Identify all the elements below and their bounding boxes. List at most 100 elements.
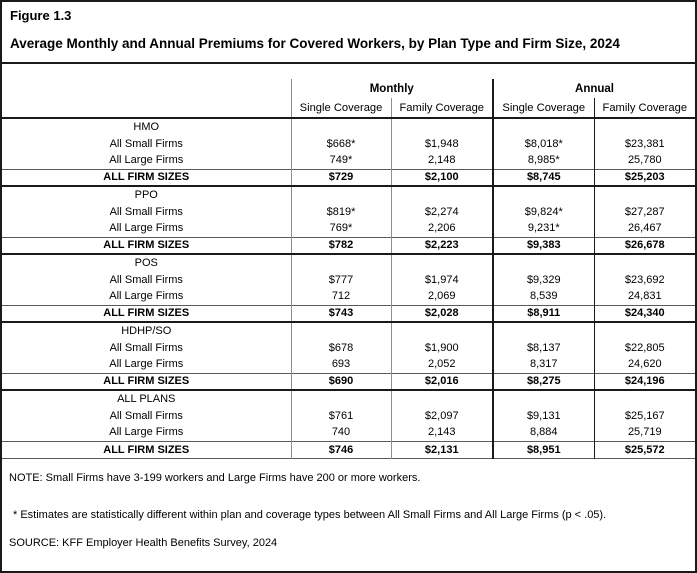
row-label: ALL FIRM SIZES bbox=[103, 307, 190, 320]
firm-size-row: All Large Firms 712 2,069 8,539 24,831 bbox=[2, 288, 695, 305]
premium-value: $8,275 bbox=[492, 373, 595, 390]
premium-value: $782 bbox=[290, 237, 391, 254]
notes-area: NOTE: Small Firms have 3-199 workers and… bbox=[2, 459, 695, 549]
firm-size-row: All Small Firms $668* $1,948 $8,018* $23,381 bbox=[2, 135, 695, 152]
empty-cell bbox=[390, 390, 494, 407]
row-label: All Large Firms bbox=[109, 358, 184, 371]
premium-value: $761 bbox=[290, 407, 391, 424]
premium-value: $1,900 bbox=[390, 339, 494, 356]
row-label: All Large Firms bbox=[109, 290, 184, 303]
row-label: All Large Firms bbox=[109, 154, 184, 167]
premium-value: $729 bbox=[290, 169, 391, 186]
column-group-annual: Annual bbox=[492, 79, 695, 98]
column-header-monthly-single: Single Coverage bbox=[290, 98, 391, 118]
row-label: All Small Firms bbox=[109, 341, 183, 354]
row-label: ALL FIRM SIZES bbox=[103, 375, 190, 388]
premium-value: $8,951 bbox=[492, 441, 595, 458]
empty-cell bbox=[492, 390, 595, 407]
premium-value: $777 bbox=[290, 271, 391, 288]
premium-value: $23,381 bbox=[593, 135, 695, 152]
plan-section-all-plans: ALL PLANS All Small Firms $761 $2,097 $9,131… bbox=[2, 390, 695, 458]
firm-size-row: All Large Firms 693 2,052 8,317 24,620 bbox=[2, 356, 695, 373]
premium-value: 2,069 bbox=[390, 288, 494, 305]
premium-value: 749* bbox=[290, 152, 391, 169]
row-label: All Large Firms bbox=[109, 426, 184, 439]
premium-value: $24,340 bbox=[593, 305, 695, 322]
empty-cell bbox=[593, 322, 695, 339]
premium-value: 8,884 bbox=[492, 424, 595, 441]
plan-type-label: PPO bbox=[134, 189, 158, 201]
plan-type-row: HDHP/SO bbox=[2, 322, 695, 339]
empty-cell bbox=[593, 390, 695, 407]
figure-number: Figure 1.3 bbox=[10, 8, 72, 23]
empty-cell bbox=[492, 322, 595, 339]
firm-size-row: All Large Firms 740 2,143 8,884 25,719 bbox=[2, 424, 695, 441]
column-group-monthly: Monthly bbox=[290, 79, 494, 98]
premium-value: 24,831 bbox=[593, 288, 695, 305]
premium-value: $668* bbox=[290, 135, 391, 152]
premium-value: 26,467 bbox=[593, 220, 695, 237]
premium-value: 9,231* bbox=[492, 220, 595, 237]
premium-value: $9,329 bbox=[492, 271, 595, 288]
premium-value: $743 bbox=[290, 305, 391, 322]
empty-corner-cell bbox=[2, 98, 291, 118]
premium-value: 740 bbox=[290, 424, 391, 441]
firm-size-row: All Small Firms $678 $1,900 $8,137 $22,805 bbox=[2, 339, 695, 356]
premium-value: 8,317 bbox=[492, 356, 595, 373]
row-label: All Large Firms bbox=[109, 222, 184, 235]
all-firm-sizes-row: ALL FIRM SIZES $690 $2,016 $8,275 $24,196 bbox=[2, 373, 695, 390]
premium-value: $9,824* bbox=[492, 203, 595, 220]
estimates-note: * Estimates are statistically different … bbox=[13, 508, 607, 521]
plan-section-pos: POS All Small Firms $777 $1,974 $9,329 $23,69… bbox=[2, 254, 695, 322]
premium-value: 24,620 bbox=[593, 356, 695, 373]
premium-value: 2,143 bbox=[390, 424, 494, 441]
premium-value: $24,196 bbox=[593, 373, 695, 390]
empty-cell bbox=[492, 118, 595, 135]
firm-size-row: All Small Firms $761 $2,097 $9,131 $25,167 bbox=[2, 407, 695, 424]
premium-value: $9,131 bbox=[492, 407, 595, 424]
premium-value: $22,805 bbox=[593, 339, 695, 356]
empty-cell bbox=[593, 118, 695, 135]
plan-section-ppo: PPO All Small Firms $819* $2,274 $9,824* $27,… bbox=[2, 186, 695, 254]
row-label: All Small Firms bbox=[109, 409, 183, 422]
column-group-row: Monthly Annual bbox=[2, 79, 695, 98]
premium-value: 25,719 bbox=[593, 424, 695, 441]
premium-value: 8,539 bbox=[492, 288, 595, 305]
row-label: ALL FIRM SIZES bbox=[103, 443, 190, 456]
premium-value: $2,097 bbox=[390, 407, 494, 424]
column-header-row: Single Coverage Family Coverage Single C… bbox=[2, 98, 695, 118]
firm-size-row: All Small Firms $819* $2,274 $9,824* $27,287 bbox=[2, 203, 695, 220]
empty-cell bbox=[593, 254, 695, 271]
plan-type-row: HMO bbox=[2, 118, 695, 135]
row-label: ALL FIRM SIZES bbox=[103, 171, 190, 184]
empty-corner-cell bbox=[2, 79, 291, 98]
source-text: SOURCE: KFF Employer Health Benefits Sur… bbox=[9, 536, 278, 549]
column-header-annual-family: Family Coverage bbox=[593, 98, 695, 118]
premium-value: $25,572 bbox=[593, 441, 695, 458]
premium-value: $8,745 bbox=[492, 169, 595, 186]
premium-value: $8,911 bbox=[492, 305, 595, 322]
note-text: NOTE: Small Firms have 3-199 workers and… bbox=[9, 471, 421, 484]
empty-cell bbox=[290, 118, 391, 135]
firm-size-row: All Large Firms 749* 2,148 8,985* 25,780 bbox=[2, 152, 695, 169]
empty-cell bbox=[290, 254, 391, 271]
premium-value: 2,148 bbox=[390, 152, 494, 169]
row-label: ALL FIRM SIZES bbox=[103, 239, 190, 252]
premium-value: $26,678 bbox=[593, 237, 695, 254]
premium-value: 8,985* bbox=[492, 152, 595, 169]
empty-cell bbox=[390, 322, 494, 339]
premiums-table: Monthly Annual Single Coverage Family Co… bbox=[2, 79, 695, 459]
premium-value: $9,383 bbox=[492, 237, 595, 254]
plan-type-row: ALL PLANS bbox=[2, 390, 695, 407]
premium-value: $2,223 bbox=[390, 237, 494, 254]
all-firm-sizes-row: ALL FIRM SIZES $746 $2,131 $8,951 $25,572 bbox=[2, 441, 695, 458]
all-firm-sizes-row: ALL FIRM SIZES $782 $2,223 $9,383 $26,678 bbox=[2, 237, 695, 254]
empty-cell bbox=[290, 390, 391, 407]
premium-value: $27,287 bbox=[593, 203, 695, 220]
firm-size-row: All Large Firms 769* 2,206 9,231* 26,467 bbox=[2, 220, 695, 237]
title-divider bbox=[2, 62, 695, 64]
empty-cell bbox=[492, 254, 595, 271]
firm-size-row: All Small Firms $777 $1,974 $9,329 $23,692 bbox=[2, 271, 695, 288]
figure-title: Average Monthly and Annual Premiums for … bbox=[10, 36, 620, 51]
premium-value: 2,206 bbox=[390, 220, 494, 237]
